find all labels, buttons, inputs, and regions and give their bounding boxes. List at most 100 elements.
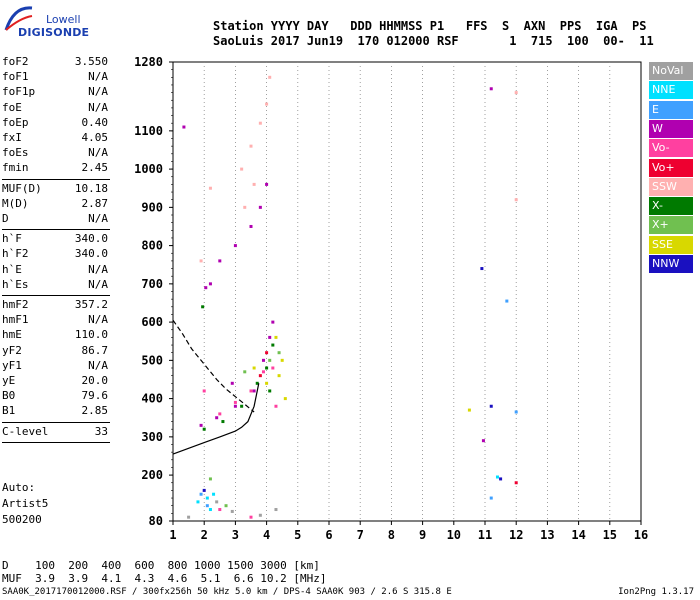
echo-point	[505, 299, 509, 303]
muf-distance-row: D 100 200 400 600 800 1000 1500 3000 [km…	[2, 559, 320, 572]
echo-point	[252, 366, 256, 370]
x-tick-label: 12	[509, 528, 523, 542]
echo-point	[199, 492, 203, 496]
param-value: 340.0	[74, 232, 108, 246]
x-tick-label: 2	[201, 528, 208, 542]
logo-swoosh-icon	[4, 6, 33, 31]
param-label: foEp	[2, 115, 29, 129]
param-label: foE	[2, 100, 22, 114]
echo-point	[204, 286, 208, 290]
legend-item: E	[649, 100, 693, 119]
x-tick-label: 13	[540, 528, 554, 542]
x-tick-label: 16	[634, 528, 648, 542]
echo-point	[271, 343, 275, 347]
echo-point	[249, 144, 253, 148]
param-label: foF2	[2, 55, 29, 68]
echo-point	[258, 513, 262, 517]
echo-point	[205, 504, 209, 508]
echo-point	[277, 374, 281, 378]
param-row: foEp 0.40	[2, 116, 108, 131]
echo-point	[215, 416, 219, 420]
x-tick-label: 7	[357, 528, 364, 542]
y-tick-label: 1000	[134, 162, 163, 176]
param-label: hmF1	[2, 313, 29, 327]
param-separator	[2, 178, 110, 180]
echo-point	[230, 381, 234, 385]
param-value: 10.18	[74, 181, 108, 195]
x-tick-label: 15	[603, 528, 617, 542]
y-tick-label: 900	[141, 200, 163, 214]
echo-point	[202, 389, 206, 393]
header-row-2: SaoLuis 2017 Jun19 170 012000 RSF 1 715 …	[213, 34, 654, 48]
echo-point	[249, 515, 253, 519]
param-row: fxI 4.05	[2, 131, 108, 146]
autoscaling-info: Auto: Artist5 500200	[2, 480, 48, 528]
param-row: D N/A	[2, 212, 108, 227]
param-value: 2.85	[81, 404, 109, 418]
echo-point	[249, 389, 253, 393]
param-value: 110.0	[74, 328, 108, 342]
echo-point	[274, 508, 278, 512]
echo-point	[240, 167, 244, 171]
footer-file-info: SAA0K_2017170012000.RSF / 300fx256h 50 k…	[2, 587, 452, 597]
legend-item: Vo+	[649, 158, 693, 177]
param-row: yF1 N/A	[2, 359, 108, 374]
param-label: h`Es	[2, 277, 29, 291]
echo-point	[249, 224, 253, 228]
y-tick-label: 200	[141, 468, 163, 482]
echo-point	[480, 267, 484, 271]
echo-point	[187, 515, 191, 519]
auto-version: 500200	[2, 513, 42, 526]
param-label: foF1	[2, 70, 29, 84]
y-tick-label: 1280	[134, 55, 163, 69]
echo-point	[199, 259, 203, 263]
echo-point	[265, 351, 269, 355]
echo-point	[233, 244, 237, 248]
echo-point	[467, 408, 471, 412]
legend-item: X+	[649, 216, 693, 235]
param-value: 4.05	[81, 131, 109, 144]
param-row: hmF2 357.2	[2, 298, 108, 313]
param-label: h`F	[2, 232, 22, 246]
echo-point	[218, 259, 222, 263]
echo-point	[489, 404, 493, 408]
legend-item: SSW	[649, 177, 693, 196]
header-row-1: Station YYYY DAY DDD HHMMSS P1 FFS S AXN…	[213, 19, 647, 33]
echo-point	[201, 305, 205, 309]
echo-point	[271, 366, 275, 370]
param-row: h`F2 340.0	[2, 247, 108, 262]
legend-item: Vo-	[649, 139, 693, 158]
echo-point	[514, 481, 518, 485]
echo-point	[514, 410, 518, 414]
x-tick-label: 8	[388, 528, 395, 542]
echo-point	[265, 182, 269, 186]
param-row: hmE 110.0	[2, 328, 108, 343]
param-value: 340.0	[74, 247, 108, 261]
param-label: hmE	[2, 328, 22, 342]
echo-point	[277, 351, 281, 355]
trace-curve-solid	[172, 383, 260, 455]
echo-point	[489, 496, 493, 500]
param-separator	[2, 421, 110, 423]
echo-point	[268, 389, 272, 393]
footer-version: Ion2Png 1.3.17	[618, 587, 694, 597]
param-row: foF2 3.550	[2, 55, 108, 70]
echo-point	[233, 400, 237, 404]
param-value: 2.87	[81, 196, 109, 210]
param-label: B0	[2, 389, 16, 403]
echo-point	[233, 404, 237, 408]
param-row: h`Es N/A	[2, 278, 108, 293]
echo-point	[274, 404, 278, 408]
param-row: hmF1 N/A	[2, 313, 108, 328]
y-tick-label: 300	[141, 430, 163, 444]
echo-point	[196, 500, 200, 504]
param-label: yE	[2, 374, 16, 387]
legend-item: X-	[649, 197, 693, 216]
echo-point	[240, 404, 244, 408]
param-value: 3.550	[74, 55, 108, 68]
echo-point	[221, 420, 225, 424]
param-label: h`F2	[2, 247, 29, 261]
param-label: MUF(D)	[2, 181, 42, 195]
param-row: yE 20.0	[2, 374, 108, 389]
echo-point	[283, 397, 287, 401]
